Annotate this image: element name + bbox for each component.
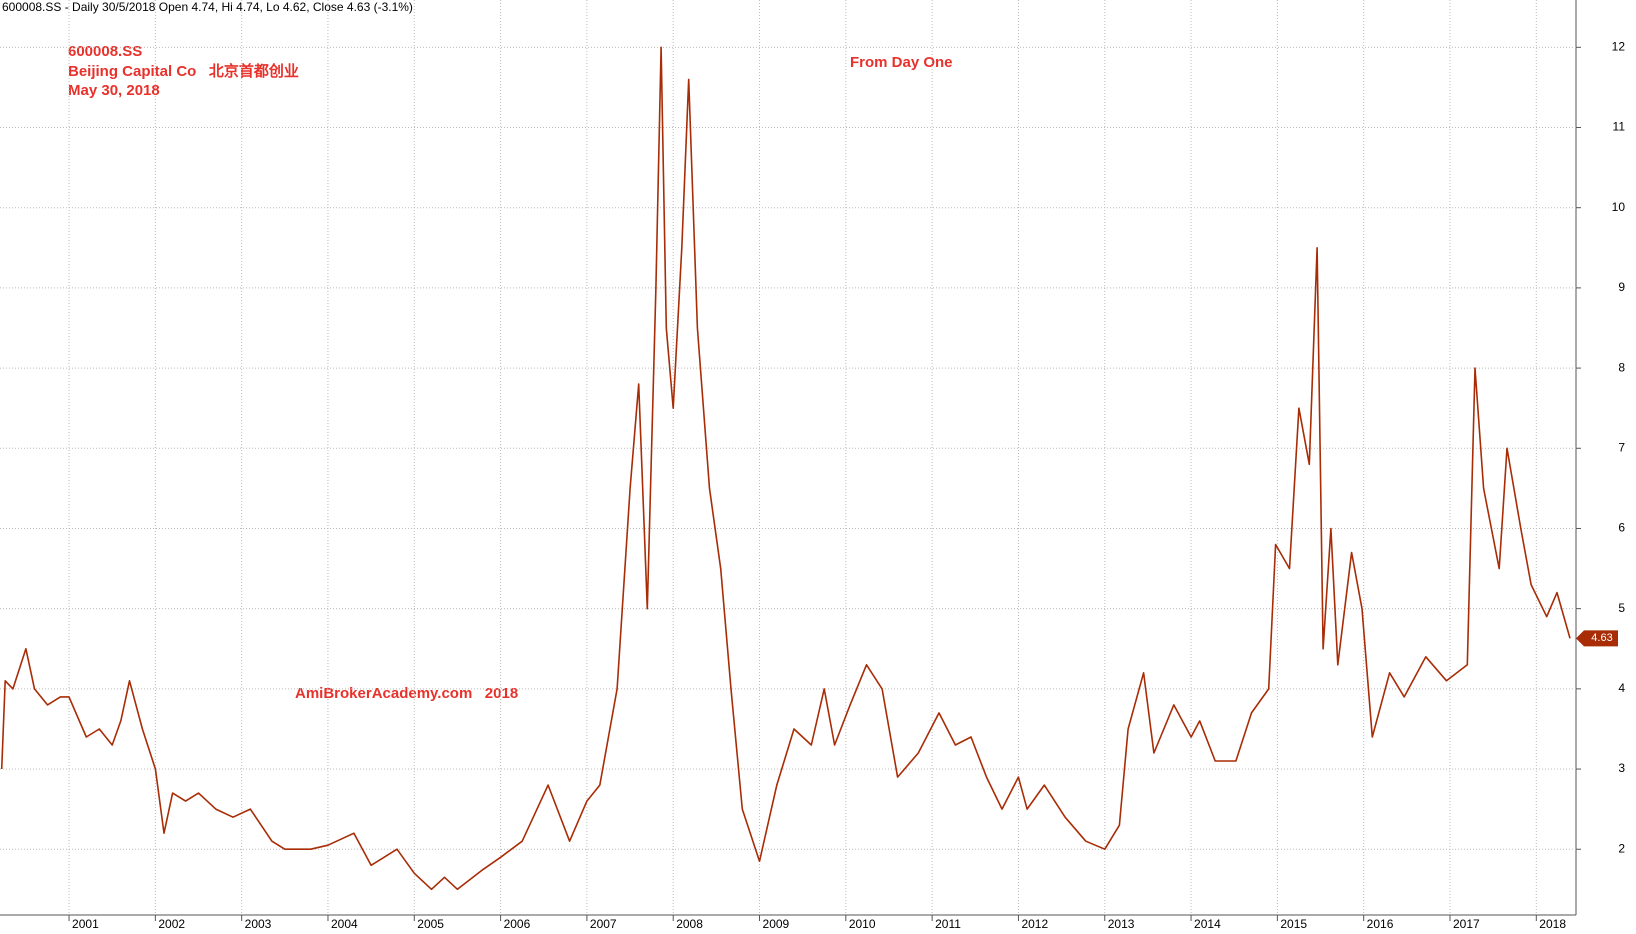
y-tick-label: 10 bbox=[1612, 200, 1626, 214]
x-tick-label: 2017 bbox=[1453, 917, 1480, 931]
annotation: From Day One bbox=[850, 54, 953, 71]
last-price-label: 4.63 bbox=[1591, 632, 1612, 644]
last-price-tag bbox=[1576, 630, 1618, 647]
y-tick-label: 4 bbox=[1618, 681, 1625, 695]
x-tick-label: 2008 bbox=[676, 917, 703, 931]
x-tick-label: 2014 bbox=[1194, 917, 1221, 931]
x-tick-label: 2011 bbox=[935, 917, 961, 931]
price-line bbox=[0, 46, 1571, 891]
x-tick-label: 2004 bbox=[331, 917, 358, 931]
x-tick-label: 2012 bbox=[1021, 917, 1048, 931]
x-tick-label: 2016 bbox=[1367, 917, 1394, 931]
y-tick-label: 5 bbox=[1618, 601, 1625, 615]
x-tick-label: 2002 bbox=[158, 917, 185, 931]
x-tick-label: 2006 bbox=[504, 917, 531, 931]
annotation: 600008.SS bbox=[68, 43, 142, 60]
x-tick-label: 2003 bbox=[245, 917, 272, 931]
x-tick-label: 2009 bbox=[763, 917, 790, 931]
x-tick-label: 2010 bbox=[849, 917, 876, 931]
chart-header: 600008.SS - Daily 30/5/2018 Open 4.74, H… bbox=[2, 0, 413, 14]
x-tick-label: 2007 bbox=[590, 917, 617, 931]
annotation: May 30, 2018 bbox=[68, 82, 160, 99]
y-tick-label: 11 bbox=[1613, 120, 1626, 134]
y-tick-label: 6 bbox=[1618, 521, 1625, 535]
y-tick-label: 12 bbox=[1612, 39, 1626, 53]
y-tick-label: 2 bbox=[1618, 841, 1625, 855]
y-tick-label: 3 bbox=[1618, 761, 1625, 775]
x-tick-label: 2013 bbox=[1108, 917, 1135, 931]
annotation: AmiBrokerAcademy.com 2018 bbox=[295, 685, 518, 702]
annotation: Beijing Capital Co 北京首都创业 bbox=[68, 62, 299, 80]
x-tick-label: 2001 bbox=[72, 917, 99, 931]
y-tick-label: 7 bbox=[1618, 440, 1625, 454]
y-tick-label: 8 bbox=[1618, 360, 1625, 374]
x-tick-label: 2015 bbox=[1280, 917, 1307, 931]
x-tick-label: 2005 bbox=[417, 917, 444, 931]
y-tick-label: 9 bbox=[1618, 280, 1625, 294]
x-tick-label: 2018 bbox=[1539, 917, 1566, 931]
